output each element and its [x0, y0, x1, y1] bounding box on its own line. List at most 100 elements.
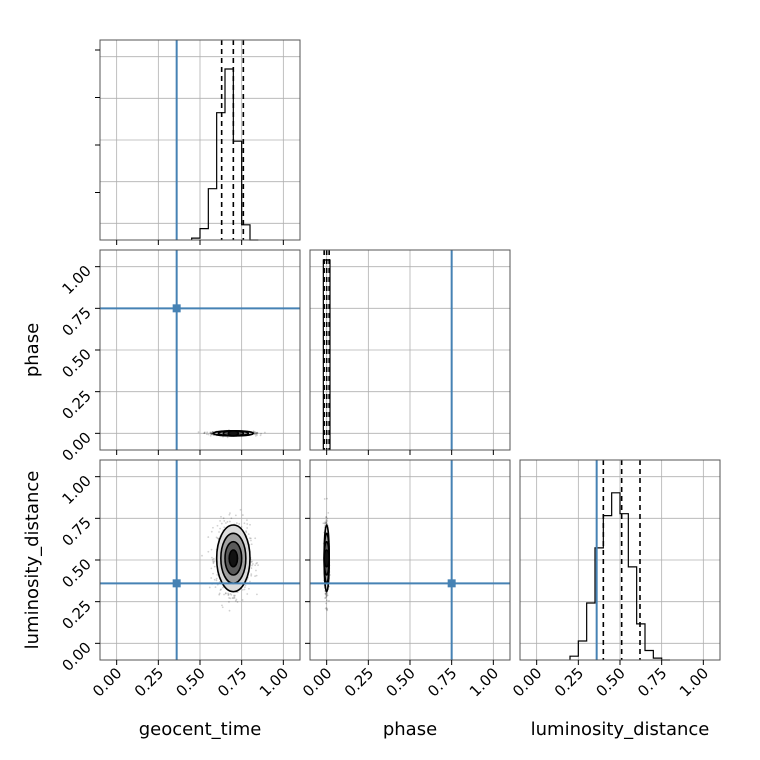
- sample-point: [211, 430, 214, 433]
- sample-point: [234, 599, 237, 602]
- sample-point: [236, 601, 239, 603]
- sample-point: [244, 584, 247, 587]
- sample-point: [230, 593, 233, 596]
- sample-point: [255, 431, 258, 434]
- sample-point: [243, 586, 246, 589]
- sample-point: [325, 519, 327, 521]
- y-axis-label-phase: phase: [22, 323, 43, 377]
- sample-point: [241, 514, 244, 516]
- sample-point: [249, 523, 251, 526]
- sample-point: [219, 520, 221, 522]
- sample-point: [251, 564, 253, 567]
- sample-point: [327, 511, 330, 514]
- sample-point: [256, 432, 259, 435]
- sample-point: [218, 592, 221, 595]
- sample-point: [227, 594, 230, 597]
- sample-point: [240, 526, 243, 528]
- sample-point: [209, 432, 212, 435]
- sample-point: [243, 522, 246, 525]
- sample-point: [325, 595, 328, 598]
- y-tick-label: 0.00: [58, 638, 94, 674]
- sample-point: [254, 575, 256, 578]
- sample-point: [326, 594, 328, 597]
- sample-point: [326, 497, 328, 500]
- sample-point: [254, 564, 257, 567]
- sample-point: [235, 598, 238, 601]
- posterior-2d-geocent-time-vs-phase-panel: 0.00 0.25 0.50 0.75 1.00: [58, 249, 301, 465]
- sample-point: [256, 593, 258, 596]
- sample-point: [259, 434, 262, 437]
- histogram-luminosity-distance-steps: [569, 492, 670, 661]
- sample-point: [248, 587, 250, 590]
- sample-point: [247, 533, 250, 536]
- sample-point: [210, 577, 213, 579]
- sample-point: [203, 432, 206, 435]
- sample-point: [218, 531, 220, 533]
- sample-point: [228, 601, 230, 603]
- sample-point: [224, 592, 227, 595]
- sample-point: [210, 548, 213, 551]
- sample-point: [324, 522, 327, 525]
- truth-marker: [447, 579, 456, 588]
- sample-point: [229, 520, 231, 523]
- sample-point: [325, 606, 328, 609]
- x-tick-label: 1.00: [676, 664, 712, 700]
- sample-point: [325, 516, 328, 519]
- sample-point: [221, 606, 224, 609]
- sample-point: [203, 431, 206, 434]
- sample-point: [246, 519, 248, 521]
- sample-point: [209, 431, 212, 434]
- sample-point: [227, 592, 229, 595]
- sample-point: [231, 597, 234, 599]
- sample-point: [246, 527, 249, 529]
- density-contour: [227, 430, 240, 437]
- sample-point: [324, 593, 327, 595]
- sample-point: [257, 564, 259, 567]
- histogram-luminosity-distance-panel: 0.00 0.25 0.50 0.75 1.00: [509, 459, 721, 700]
- sample-point: [325, 593, 328, 596]
- sample-point: [215, 577, 218, 580]
- sample-point: [230, 517, 233, 520]
- density-contour: [323, 549, 330, 568]
- posterior-2d-geocent-time-vs-luminosity-distance-panel: 0.00 0.25 0.50 0.75 1.000.000.250.500.751.00: [58, 459, 301, 700]
- sample-point: [233, 597, 236, 600]
- sample-point: [221, 604, 223, 607]
- sample-point: [216, 524, 219, 527]
- sample-point: [223, 520, 226, 522]
- sample-point: [225, 522, 227, 524]
- sample-point: [254, 431, 257, 434]
- sample-point: [220, 522, 223, 525]
- x-tick-label: 0.75: [634, 664, 670, 700]
- sample-point: [205, 433, 208, 436]
- sample-point: [219, 527, 221, 530]
- y-tick-label: 1.00: [58, 262, 94, 298]
- sample-point: [210, 432, 212, 435]
- sample-point: [260, 432, 262, 435]
- sample-point: [213, 578, 216, 581]
- x-axis-label-geocent-time: geocent_time: [139, 719, 262, 740]
- sample-point: [256, 434, 259, 436]
- sample-point: [229, 592, 232, 595]
- sample-point: [249, 580, 251, 583]
- sample-point: [226, 436, 229, 439]
- sample-point: [206, 431, 209, 434]
- sample-point: [324, 521, 327, 523]
- sample-point: [256, 561, 259, 564]
- sample-point: [221, 586, 224, 589]
- x-tick-label: 0.25: [341, 664, 377, 700]
- sample-point: [256, 431, 259, 434]
- sample-point: [250, 561, 253, 563]
- sample-point: [213, 565, 216, 568]
- y-tick-label: 0.75: [58, 513, 94, 549]
- sample-point: [219, 589, 222, 592]
- sample-point: [254, 537, 257, 540]
- sample-point: [264, 431, 266, 434]
- sample-point: [256, 432, 258, 434]
- y-tick-label: 0.50: [58, 345, 94, 381]
- sample-point: [323, 522, 326, 525]
- sample-point: [239, 508, 242, 511]
- sample-point: [235, 522, 238, 524]
- sample-point: [210, 433, 213, 436]
- sample-point: [210, 433, 213, 435]
- sample-point: [252, 430, 255, 433]
